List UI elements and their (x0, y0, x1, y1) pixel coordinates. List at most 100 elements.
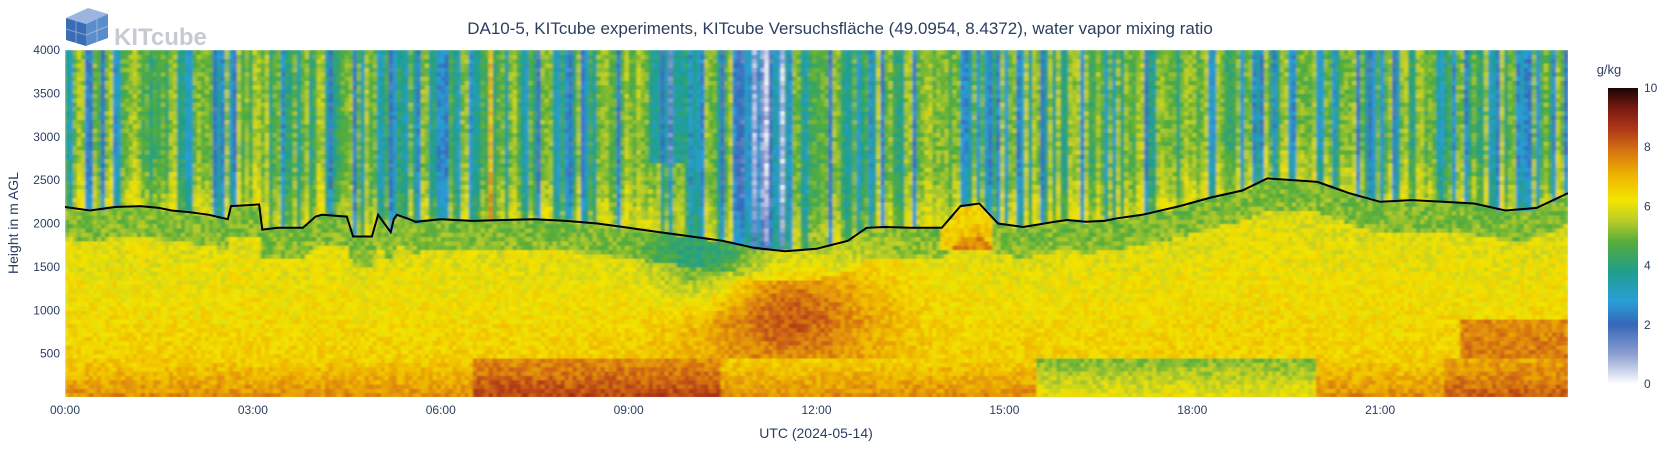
heatmap-cell (260, 210, 266, 216)
heatmap-cell (84, 331, 90, 337)
heatmap-cell (264, 375, 270, 381)
cube-logo-icon (65, 8, 109, 46)
heatmap-cell (140, 240, 146, 246)
heatmap-cell (300, 197, 306, 203)
heatmap-cell (240, 266, 246, 272)
heatmap-cell (204, 388, 210, 394)
heatmap-cell (176, 388, 182, 394)
heatmap-cell (296, 349, 302, 355)
heatmap-cell (304, 279, 310, 285)
heatmap-cell (80, 201, 86, 207)
heatmap-cell (208, 227, 214, 233)
heatmap-cell (236, 275, 242, 281)
heatmap-cell (69, 370, 74, 376)
heatmap-cell (288, 180, 294, 186)
heatmap-cell (272, 162, 278, 168)
heatmap-cell (252, 54, 258, 60)
heatmap-cell (140, 301, 146, 307)
heatmap-cell (120, 71, 126, 77)
heatmap-cell (112, 219, 118, 225)
heatmap-cell (156, 93, 162, 99)
heatmap-cell (92, 149, 98, 155)
heatmap-cell (304, 323, 310, 329)
heatmap-cell (240, 58, 246, 64)
heatmap-cell (164, 184, 170, 190)
heatmap-cell (240, 63, 246, 68)
heatmap-cell (232, 106, 238, 112)
heatmap-cell (256, 193, 262, 199)
heatmap-cell (164, 162, 170, 168)
heatmap-cell (296, 275, 302, 281)
heatmap-cell (72, 375, 78, 381)
heatmap-cell (188, 106, 194, 112)
heatmap-cell (148, 331, 154, 337)
heatmap-cell (212, 262, 218, 268)
heatmap-cell (188, 266, 194, 272)
heatmap-cell (108, 201, 114, 207)
heatmap-cell (80, 275, 86, 281)
heatmap-cell (168, 314, 174, 320)
heatmap-cell (132, 284, 138, 290)
heatmap-cell (248, 236, 254, 242)
heatmap-cell (69, 388, 74, 394)
heatmap-cell (76, 54, 82, 60)
heatmap-cell (88, 305, 94, 311)
heatmap-cell (208, 362, 214, 368)
heatmap-cell (69, 336, 74, 342)
heatmap-cell (92, 305, 98, 311)
heatmap-cell (69, 136, 74, 142)
heatmap-cell (236, 223, 242, 229)
heatmap-cell (288, 266, 294, 272)
heatmap-cell (172, 353, 178, 359)
heatmap-cell (100, 50, 106, 55)
heatmap-cell (152, 71, 158, 77)
heatmap-cell (72, 115, 78, 120)
heatmap-cell (304, 171, 310, 177)
heatmap-cell (172, 245, 178, 251)
heatmap-cell (96, 175, 102, 181)
heatmap-cell (148, 318, 154, 324)
heatmap-cell (128, 327, 134, 333)
heatmap-cell (264, 184, 270, 190)
heatmap-cell (272, 201, 278, 207)
heatmap-cell (184, 279, 190, 285)
heatmap-cell (164, 236, 170, 242)
heatmap-cell (148, 58, 154, 64)
heatmap-cell (184, 379, 190, 385)
heatmap-cell (72, 301, 78, 307)
heatmap-cell (152, 80, 158, 86)
heatmap-cell (80, 128, 86, 134)
heatmap-cell (108, 227, 114, 233)
heatmap-cell (308, 288, 314, 294)
heatmap-cell (304, 383, 310, 389)
heatmap-cell (88, 284, 94, 290)
heatmap-cell (180, 258, 186, 264)
heatmap-cell (216, 219, 222, 225)
heatmap-cell (244, 136, 250, 142)
heatmap-cell (196, 301, 202, 307)
heatmap-cell (100, 89, 106, 94)
heatmap-cell (108, 214, 114, 220)
heatmap-cell (180, 327, 186, 333)
heatmap-cell (208, 310, 214, 316)
heatmap-cell (76, 219, 82, 225)
heatmap-cell (180, 223, 186, 229)
heatmap-cell (116, 249, 122, 255)
heatmap-cell (84, 76, 90, 81)
heatmap-cell (304, 275, 310, 281)
heatmap-cell (296, 132, 302, 138)
heatmap-cell (164, 279, 170, 285)
heatmap-cell (164, 258, 170, 264)
heatmap-cell (88, 89, 94, 94)
heatmap-cell (212, 106, 218, 112)
heatmap-cell (184, 366, 190, 372)
heatmap-cell (65, 366, 70, 372)
heatmap-cell (232, 266, 238, 272)
heatmap-cell (124, 245, 130, 251)
heatmap-cell (120, 201, 126, 207)
heatmap-cell (76, 362, 82, 368)
heatmap-cell (92, 383, 98, 389)
heatmap-cell (260, 76, 266, 81)
heatmap-cell (144, 318, 150, 324)
heatmap-cell (144, 366, 150, 372)
